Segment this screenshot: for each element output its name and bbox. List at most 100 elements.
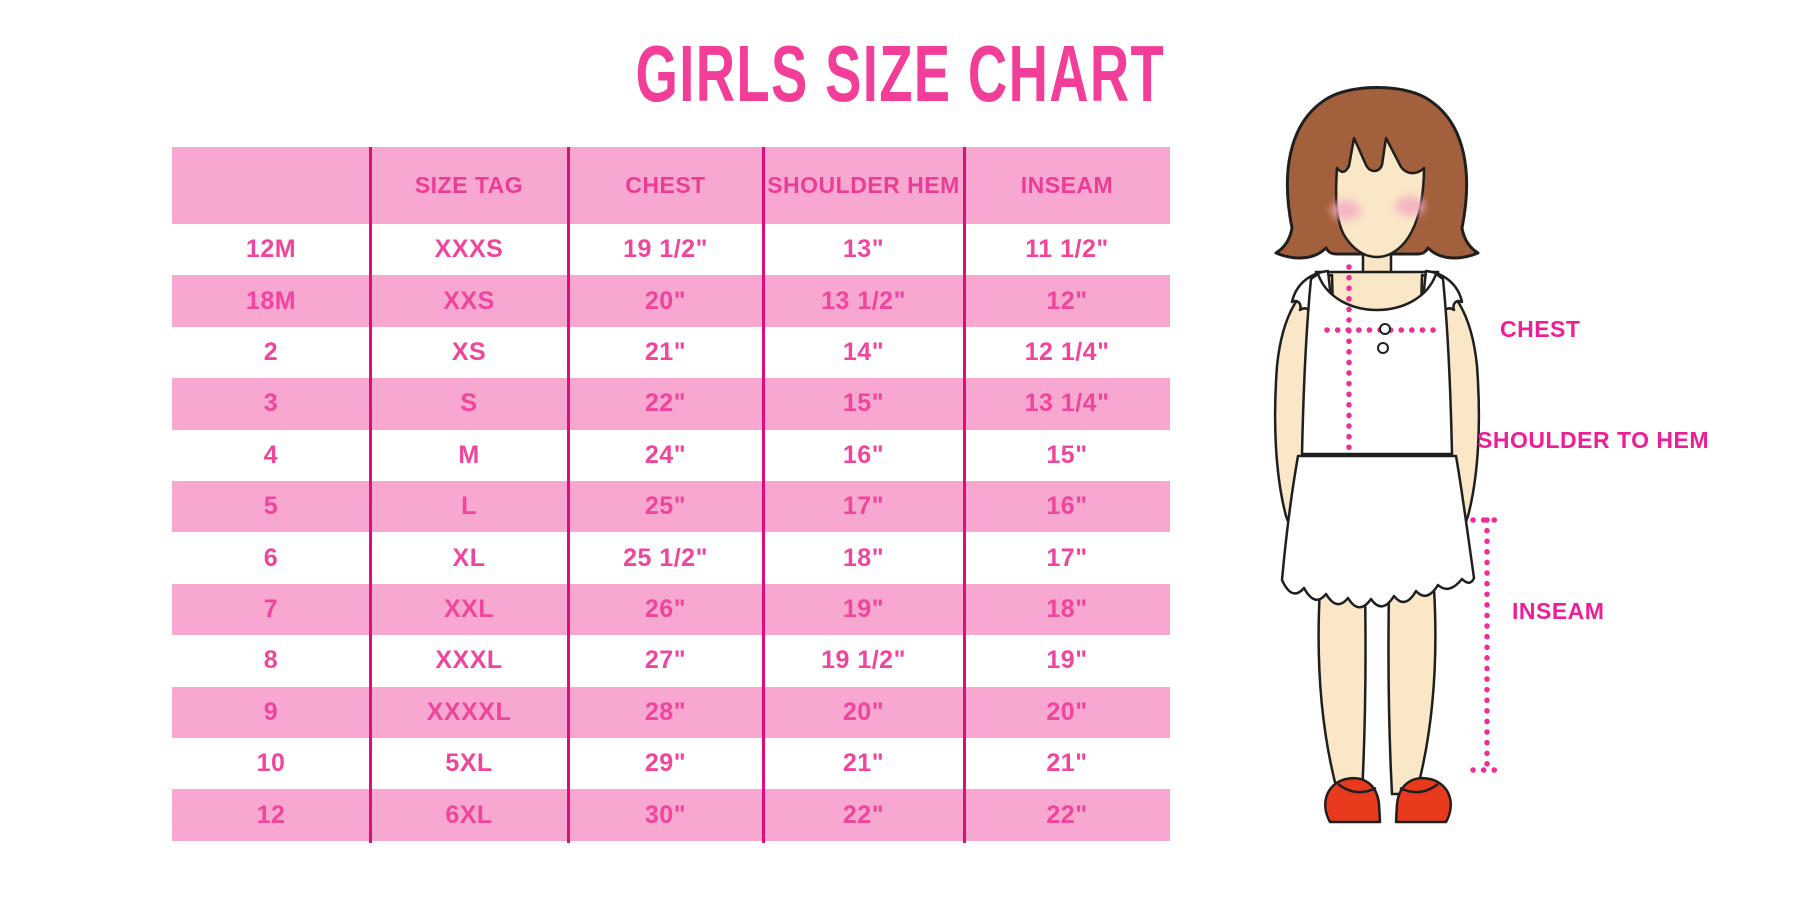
table-cell: 30": [644, 800, 687, 829]
table-row: 3 S 22" 15" 13 1/4": [172, 378, 1170, 430]
table-cell: 18M: [245, 286, 297, 315]
table-cell: 12 1/4": [1024, 338, 1110, 367]
table-cell: 12": [1046, 286, 1088, 315]
girl-blush-right: [1395, 196, 1425, 216]
page-title: GIRLS SIZE CHART: [0, 34, 1800, 114]
table-row: 6 XL 25 1/2" 18" 17": [172, 532, 1170, 583]
table-cell: 25": [644, 492, 687, 521]
table-cell: 10: [256, 749, 286, 778]
table-cell: 3: [263, 389, 279, 418]
table-header-cell: INSEAM: [1020, 172, 1114, 198]
column-divider-line: [566, 147, 570, 843]
table-cell: 20": [1046, 697, 1088, 726]
table-cell: 12: [256, 800, 286, 829]
table-cell: 18": [1046, 595, 1088, 624]
dress-button: [1377, 342, 1389, 354]
table-cell: 4: [263, 440, 279, 469]
table-cell: M: [458, 440, 480, 469]
column-divider-line: [368, 147, 372, 843]
table-cell: XL: [452, 543, 486, 572]
table-row: 7 XXL 26" 19" 18": [172, 583, 1170, 636]
table-cell: 29": [644, 749, 687, 778]
table-cell: 13 1/2": [821, 286, 906, 315]
table-cell: 19": [842, 595, 885, 624]
table-cell: 16": [842, 440, 885, 469]
table-cell: 26": [644, 595, 687, 624]
column-divider-line: [962, 147, 966, 843]
table-cell: 6XL: [445, 800, 493, 829]
table-cell: 25 1/2": [623, 543, 708, 572]
table-cell: 22": [644, 389, 687, 418]
table-cell: 15": [842, 389, 885, 418]
table-cell: 27": [644, 646, 687, 675]
table-row: 10 5XL 29" 21" 21": [172, 738, 1170, 789]
table-row: 18M XXS 20" 13 1/2" 12": [172, 275, 1170, 327]
table-cell: S: [460, 389, 478, 418]
page-title-text: GIRLS SIZE CHART: [635, 29, 1165, 118]
table-cell: 17": [842, 492, 885, 521]
shoe-left-strap: [1337, 782, 1377, 794]
table-cell: 5XL: [445, 749, 493, 778]
table-header-cell: SIZE TAG: [414, 172, 524, 198]
table-cell: XXS: [443, 286, 495, 315]
table-body: 12M XXXS 19 1/2" 13" 11 1/2" 18M XXS 20" 13 1/2"…: [172, 224, 1170, 841]
table-cell: XXXXL: [426, 697, 512, 726]
table-cell: XS: [451, 338, 487, 367]
label-shoulder-to-hem: SHOULDER TO HEM: [1477, 427, 1709, 453]
shoe-right: [1394, 776, 1452, 824]
table-cell: XXL: [443, 595, 495, 624]
table-cell: 19 1/2": [623, 235, 708, 264]
table-cell: 17": [1046, 543, 1088, 572]
table-cell: 22": [842, 800, 885, 829]
table-cell: 22": [1046, 800, 1088, 829]
table-row: 5 L 25" 17" 16": [172, 481, 1170, 533]
table-cell: 16": [1046, 492, 1088, 521]
girl-illustration: [1273, 86, 1504, 824]
table-cell: 11 1/2": [1025, 235, 1109, 264]
table-cell: 20": [644, 286, 687, 315]
girl-leg-right: [1387, 586, 1437, 796]
table-header-row: SIZE TAG CHEST SHOULDER HEM INSEAM: [172, 147, 1170, 224]
table-cell: 6: [263, 543, 279, 572]
table-cell: 13 1/4": [1024, 389, 1110, 418]
table-cell: 28": [644, 697, 687, 726]
table-cell: 21": [842, 749, 885, 778]
column-divider-line: [761, 147, 765, 843]
label-chest: CHEST: [1500, 316, 1581, 342]
table-cell: 12M: [245, 235, 297, 264]
table-cell: XXXS: [434, 235, 504, 264]
table-cell: 13": [842, 235, 885, 264]
table-header-cell: CHEST: [625, 172, 706, 198]
table-cell: 9: [263, 697, 279, 726]
table-row: 8 XXXL 27" 19 1/2" 19": [172, 635, 1170, 686]
table-row: 4 M 24" 16" 15": [172, 430, 1170, 481]
size-table: SIZE TAG CHEST SHOULDER HEM INSEAM 12M XXXS 1…: [172, 147, 1170, 843]
table-cell: 20": [842, 697, 885, 726]
table-row: 12 6XL 30" 22" 22": [172, 789, 1170, 841]
table-cell: 19 1/2": [821, 646, 906, 675]
table-row: 9 XXXXL 28" 20" 20": [172, 686, 1170, 739]
table-cell: 21": [1046, 749, 1088, 778]
table-cell: 19": [1046, 646, 1088, 675]
table-cell: L: [461, 492, 477, 521]
dress-button: [1379, 323, 1391, 335]
table-cell: 7: [263, 595, 279, 624]
table-cell: 5: [263, 492, 279, 521]
dress-bodice: [1300, 272, 1454, 456]
shoe-right-strap: [1399, 782, 1439, 794]
girl-face: [1334, 136, 1426, 259]
table-cell: 24": [644, 440, 687, 469]
table-cell: 18": [842, 543, 885, 572]
table-cell: 21": [644, 338, 687, 367]
dress-skirt: [1280, 454, 1476, 609]
table-row: 2 XS 21" 14" 12 1/4": [172, 327, 1170, 378]
table-cell: 15": [1046, 440, 1088, 469]
table-header-cell: SHOULDER HEM: [767, 172, 960, 198]
girl-leg-left: [1317, 586, 1367, 796]
table-row: 12M XXXS 19 1/2" 13" 11 1/2": [172, 224, 1170, 275]
table-header-cell: [172, 147, 370, 224]
shoe-left: [1324, 776, 1382, 824]
table-cell: XXXL: [435, 646, 503, 675]
girl-blush-left: [1331, 200, 1361, 220]
table-cell: 8: [263, 646, 279, 675]
